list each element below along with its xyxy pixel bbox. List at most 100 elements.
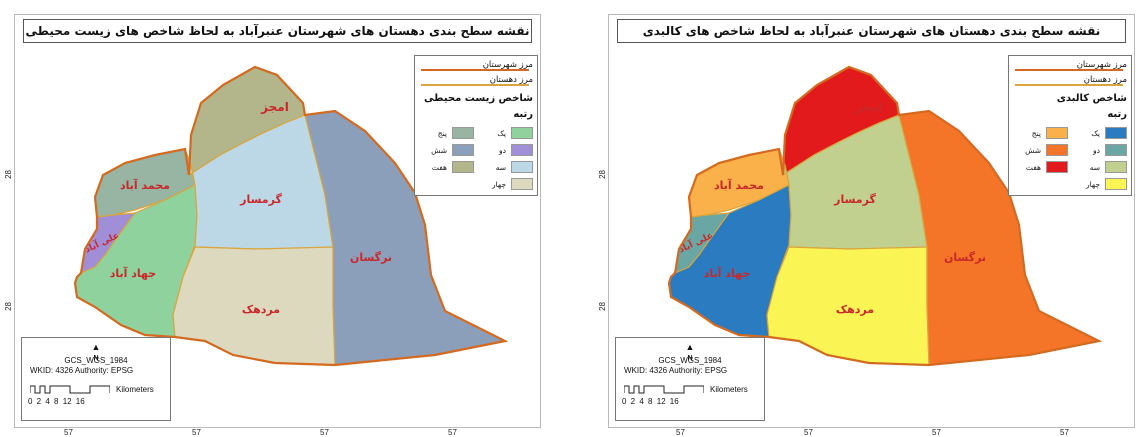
district-border-swatch xyxy=(1015,84,1123,86)
legend-class-swatch xyxy=(511,144,533,156)
legend-class-label: پنج xyxy=(1031,128,1041,138)
label-mardahak: مردهک xyxy=(836,303,874,316)
longitude-label: 57 xyxy=(448,428,457,437)
label-amjaz: امجز xyxy=(260,100,289,114)
label-nargesan: نرگسان xyxy=(944,251,986,264)
longitude-label: 57 xyxy=(804,428,813,437)
legend-class-item: شش xyxy=(419,143,474,157)
legend-class-item: چهار xyxy=(1072,177,1127,191)
legend-district-border: مرز دهستان xyxy=(419,74,533,89)
legend-class-swatch xyxy=(1105,127,1127,139)
district-border-swatch xyxy=(421,84,529,86)
map-title: نقشه سطح بندی دهستان های شهرستان عنبرآبا… xyxy=(617,19,1126,43)
districts xyxy=(74,66,507,366)
map-info-box: ▲ N GCS_WGS_1984 WKID: 4326 Authority: EP… xyxy=(615,337,765,421)
legend-class-item: دو xyxy=(478,143,533,157)
legend-county-border: مرز شهرستان xyxy=(1013,59,1127,74)
scale-bar-icon xyxy=(624,385,704,394)
wkid-authority: WKID: 4326 Authority: EPSG xyxy=(624,366,728,375)
coordinate-system: GCS_WGS_1984 xyxy=(658,356,722,365)
legend-classes: یک پنج دو شش سه هفت چهار xyxy=(1013,126,1127,191)
legend-subheading: رتبه xyxy=(513,109,533,120)
legend-district-border: مرز دهستان xyxy=(1013,74,1127,89)
scale-bar-icon xyxy=(30,385,110,394)
legend-class-item: هفت xyxy=(419,160,474,174)
label-mardahak: مردهک xyxy=(242,303,280,316)
longitude-label: 57 xyxy=(932,428,941,437)
label-mohammad-abad: محمد آباد xyxy=(714,178,764,192)
legend-class-swatch xyxy=(511,161,533,173)
legend-empty-cell xyxy=(419,177,474,191)
map-canvas: امجز محمد آباد علی آباد جهاد آباد گرمسار… xyxy=(667,65,1103,367)
legend-class-item: شش xyxy=(1013,143,1068,157)
region-labels: امجز محمد آباد علی آباد جهاد آباد گرمسار… xyxy=(83,100,392,316)
label-mohammad-abad: محمد آباد xyxy=(120,178,170,192)
county-border xyxy=(73,65,509,367)
legend-class-swatch xyxy=(511,127,533,139)
map-info-box: ▲ N GCS_WGS_1984 WKID: 4326 Authority: EP… xyxy=(21,337,171,421)
latitude-label: 28 xyxy=(4,170,13,179)
latitude-label: 28 xyxy=(4,302,13,311)
legend-class-swatch xyxy=(452,127,474,139)
legend-class-swatch xyxy=(1105,178,1127,190)
legend-class-label: یک xyxy=(497,128,506,138)
latitude-label: 28 xyxy=(598,170,607,179)
map-title: نقشه سطح بندی دهستان های شهرستان عنبرآبا… xyxy=(23,19,532,43)
north-arrow-icon: ▲ N xyxy=(91,342,101,362)
legend-class-item: هفت xyxy=(1013,160,1068,174)
legend-class-item: پنج xyxy=(1013,126,1068,140)
legend-class-swatch xyxy=(1046,144,1068,156)
legend-class-label: هفت xyxy=(431,162,447,172)
map-canvas: امجز محمد آباد علی آباد جهاد آباد گرمسار… xyxy=(73,65,509,367)
north-arrow-icon: ▲ N xyxy=(685,342,695,362)
legend-class-item: چهار xyxy=(478,177,533,191)
scale-unit: Kilometers xyxy=(710,385,748,394)
physical-index-map: نقشه سطح بندی دهستان های شهرستان عنبرآبا… xyxy=(608,14,1135,428)
map-legend: مرز شهرستان مرز دهستان شاخص کالبدی رتبه … xyxy=(1008,55,1132,196)
legend-heading: شاخص کالبدی xyxy=(1056,93,1127,104)
legend-class-label: هفت xyxy=(1025,162,1041,172)
legend-class-swatch xyxy=(1046,127,1068,139)
legend-class-item: سه xyxy=(478,160,533,174)
legend-class-item: پنج xyxy=(419,126,474,140)
label-nargesan: نرگسان xyxy=(350,251,392,264)
legend-class-item: دو xyxy=(1072,143,1127,157)
scale-ticks: 0 2 4 8 12 16 xyxy=(622,397,679,406)
legend-class-item: یک xyxy=(1072,126,1127,140)
county-border xyxy=(667,65,1103,367)
legend-class-label: سه xyxy=(1089,162,1100,172)
longitude-label: 57 xyxy=(676,428,685,437)
legend-class-label: دو xyxy=(499,145,506,155)
legend-class-swatch xyxy=(1046,161,1068,173)
legend-class-label: چهار xyxy=(491,179,506,189)
legend-class-label: یک xyxy=(1091,128,1100,138)
longitude-label: 57 xyxy=(192,428,201,437)
scale-unit: Kilometers xyxy=(116,385,154,394)
label-amjaz: امجز xyxy=(854,100,883,114)
label-garmsar: گرمسار xyxy=(833,193,876,206)
legend-class-item: سه xyxy=(1072,160,1127,174)
legend-class-label: شش xyxy=(1025,145,1041,155)
legend-county-border: مرز شهرستان xyxy=(419,59,533,74)
label-jahad-abad: جهاد آباد xyxy=(704,266,750,280)
longitude-label: 57 xyxy=(1060,428,1069,437)
latitude-label: 28 xyxy=(598,302,607,311)
longitude-label: 57 xyxy=(320,428,329,437)
coordinate-system: GCS_WGS_1984 xyxy=(64,356,128,365)
legend-class-swatch xyxy=(1105,144,1127,156)
wkid-authority: WKID: 4326 Authority: EPSG xyxy=(30,366,134,375)
legend-class-label: پنج xyxy=(437,128,447,138)
legend-class-label: چهار xyxy=(1085,179,1100,189)
longitude-label: 57 xyxy=(64,428,73,437)
label-jahad-abad: جهاد آباد xyxy=(110,266,156,280)
districts xyxy=(668,66,1101,366)
scale-ticks: 0 2 4 8 12 16 xyxy=(28,397,85,406)
legend-heading: شاخص زیست محیطی xyxy=(423,93,533,104)
legend-class-label: شش xyxy=(431,145,447,155)
legend-class-swatch xyxy=(511,178,533,190)
county-border-swatch xyxy=(421,69,529,71)
legend-class-swatch xyxy=(1105,161,1127,173)
legend-class-swatch xyxy=(452,144,474,156)
county-border-swatch xyxy=(1015,69,1123,71)
label-garmsar: گرمسار xyxy=(239,193,282,206)
